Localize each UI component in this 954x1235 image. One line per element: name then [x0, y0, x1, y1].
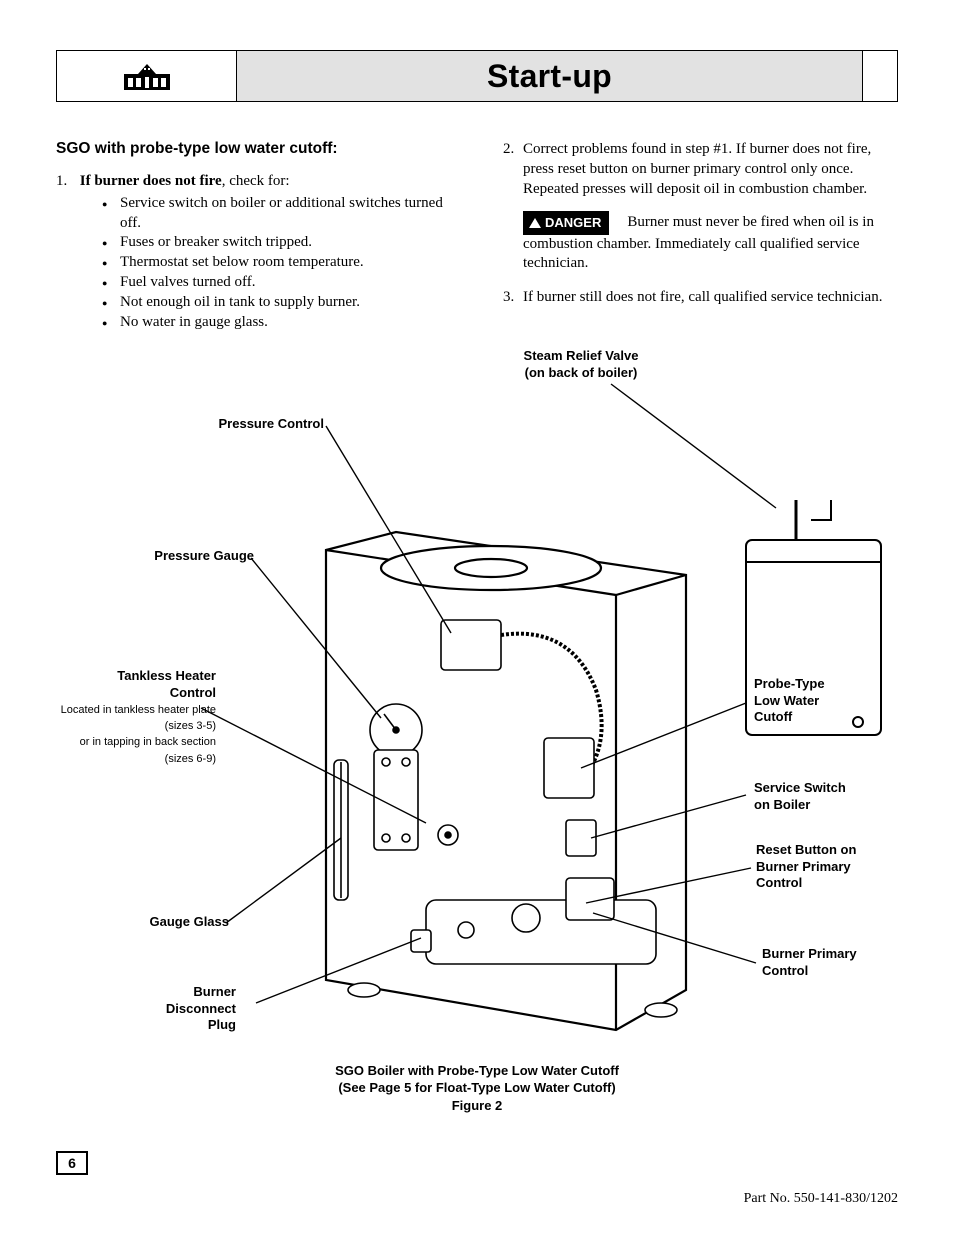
label-reset-button: Reset Button onBurner PrimaryControl [756, 842, 891, 891]
label-pressure-control: Pressure Control [174, 416, 324, 432]
logo-cell [57, 51, 237, 101]
caption-line2: (See Page 5 for Float-Type Low Water Cut… [338, 1080, 615, 1095]
figure-caption: SGO Boiler with Probe-Type Low Water Cut… [56, 1062, 898, 1115]
bullet: Not enough oil in tank to supply burner. [102, 293, 463, 313]
tankless-title: Tankless HeaterControl [117, 668, 216, 699]
item2-text: Correct problems found in step #1. If bu… [523, 141, 871, 197]
list-item-2: 2.Correct problems found in step #1. If … [491, 140, 898, 199]
list-item-3: 3.If burner still does not fire, call qu… [491, 288, 898, 308]
label-gauge-glass: Gauge Glass [119, 914, 229, 930]
text-columns: SGO with probe-type low water cutoff: 1.… [56, 140, 898, 342]
label-steam-relief: Steam Relief Valve(on back of boiler) [486, 348, 676, 381]
label-service-switch: Service Switchon Boiler [754, 780, 884, 813]
danger-block: DANGERBurner must never be fired when oi… [491, 211, 898, 274]
title-cell: Start-up [237, 51, 863, 101]
caption-line1: SGO Boiler with Probe-Type Low Water Cut… [335, 1063, 619, 1078]
header-right-spacer [863, 51, 897, 101]
bullet: Service switch on boiler or additional s… [102, 194, 463, 234]
danger-label: DANGER [545, 215, 601, 230]
danger-badge: DANGER [523, 211, 609, 234]
caption-line3: Figure 2 [452, 1098, 503, 1113]
section-subhead: SGO with probe-type low water cutoff: [56, 140, 463, 158]
left-column: SGO with probe-type low water cutoff: 1.… [56, 140, 463, 342]
bullet: No water in gauge glass. [102, 313, 463, 333]
label-probe-lwco: Probe-TypeLow WaterCutoff [754, 676, 874, 725]
figure-area: Steam Relief Valve(on back of boiler) Pr… [56, 348, 898, 1118]
item1-suffix: , check for: [222, 173, 290, 189]
house-logo-icon [120, 60, 174, 92]
page-number: 6 [56, 1151, 88, 1175]
page-title: Start-up [487, 58, 612, 95]
bullet: Fuel valves turned off. [102, 273, 463, 293]
bullet: Thermostat set below room temperature. [102, 253, 463, 273]
label-burner-disconnect: BurnerDisconnectPlug [126, 984, 236, 1033]
item1-prefix: If burner does not fire [80, 173, 222, 189]
label-pressure-gauge: Pressure Gauge [124, 548, 254, 564]
list-item-1: 1. If burner does not fire, check for: S… [56, 172, 463, 332]
bullet: Fuses or breaker switch tripped. [102, 233, 463, 253]
right-column: 2.Correct problems found in step #1. If … [491, 140, 898, 342]
label-tankless-heater: Tankless HeaterControl Located in tankle… [56, 668, 216, 766]
tankless-note: Located in tankless heater plate (sizes … [61, 704, 216, 765]
item3-text: If burner still does not fire, call qual… [523, 289, 882, 305]
check-bullets: Service switch on boiler or additional s… [56, 194, 463, 333]
part-number: Part No. 550-141-830/1202 [744, 1191, 898, 1207]
header-band: Start-up [56, 50, 898, 102]
label-burner-primary: Burner PrimaryControl [762, 946, 892, 979]
